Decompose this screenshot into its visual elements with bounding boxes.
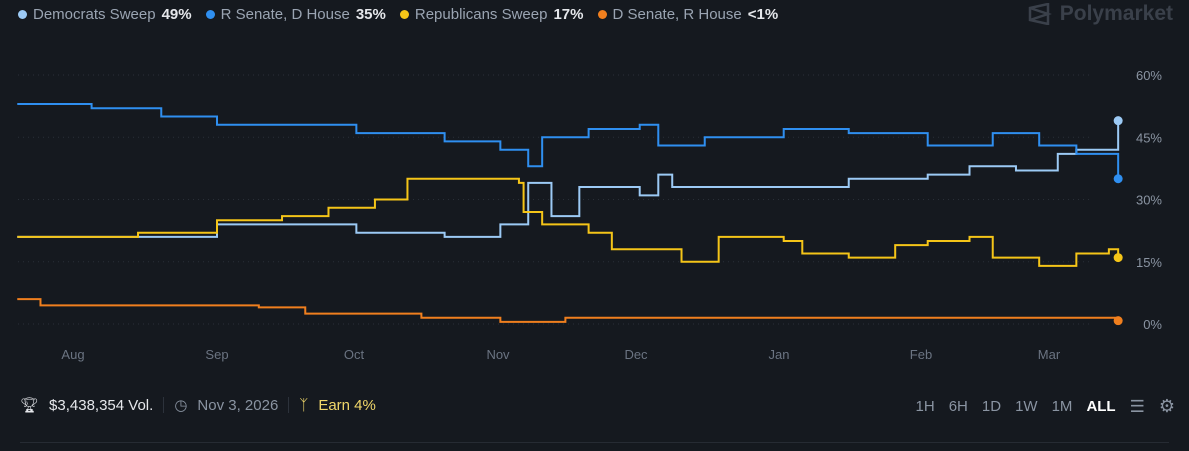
x-tick-label: Jan bbox=[769, 347, 790, 362]
x-tick-label: Nov bbox=[486, 347, 510, 362]
x-tick-label: Oct bbox=[344, 347, 365, 362]
legend-dot bbox=[399, 10, 409, 19]
legend-label: Democrats Sweep bbox=[33, 6, 156, 23]
legend-dot bbox=[18, 10, 27, 19]
range-1m[interactable]: 1M bbox=[1051, 398, 1073, 415]
legend-item[interactable]: Democrats Sweep 49% bbox=[18, 6, 192, 23]
settings-icon[interactable]: ⚙ bbox=[1158, 396, 1175, 416]
brand-name: Polymarket bbox=[1059, 2, 1173, 25]
series-end-dot bbox=[1113, 116, 1123, 126]
y-tick-label: 45% bbox=[1136, 130, 1162, 145]
legend-item[interactable]: R Senate, D House 35% bbox=[205, 6, 386, 23]
legend-value: <1% bbox=[747, 6, 779, 23]
series-end-dot bbox=[1113, 316, 1123, 326]
x-tick-label: Sep bbox=[205, 347, 228, 362]
x-tick-label: Aug bbox=[61, 347, 84, 362]
trophy-icon: 🏆︎ bbox=[20, 397, 40, 414]
range-1w[interactable]: 1W bbox=[1015, 398, 1038, 415]
series-end-dot bbox=[1113, 253, 1123, 263]
legend-value: 35% bbox=[355, 6, 386, 23]
legend-dot bbox=[205, 10, 215, 19]
x-tick-label: Dec bbox=[624, 347, 648, 362]
y-tick-label: 15% bbox=[1136, 255, 1162, 270]
range-6h[interactable]: 6H bbox=[948, 398, 968, 415]
legend-label: R Senate, D House bbox=[220, 6, 350, 23]
series-line bbox=[17, 120, 1120, 238]
divider bbox=[20, 442, 1169, 443]
divider bbox=[288, 397, 290, 413]
sprout-icon: ᛉ bbox=[299, 396, 309, 414]
divider bbox=[163, 397, 165, 413]
series-line bbox=[17, 298, 1120, 323]
legend-dot bbox=[597, 10, 607, 19]
legend-value: 17% bbox=[553, 6, 584, 23]
end-date: Nov 3, 2026 bbox=[197, 396, 279, 414]
legend-item[interactable]: D Senate, R House <1% bbox=[597, 6, 779, 23]
range-1d[interactable]: 1D bbox=[981, 398, 1002, 415]
series-end-dot bbox=[1113, 174, 1123, 184]
sort-icon[interactable]: ☰ bbox=[1129, 396, 1145, 416]
market-footer: 🏆︎ $3,438,354 Vol. ◷ Nov 3, 2026 ᛉ Earn … bbox=[20, 396, 376, 415]
volume: $3,438,354 Vol. bbox=[49, 396, 154, 414]
clock-icon: ◷ bbox=[174, 397, 188, 414]
earn-link[interactable]: Earn 4% bbox=[318, 396, 376, 414]
legend: Democrats Sweep 49% R Senate, D House 35% Re… bbox=[18, 6, 778, 23]
y-tick-label: 30% bbox=[1136, 193, 1162, 208]
series-line bbox=[17, 177, 1120, 267]
brand-logo: Polymarket bbox=[1028, 2, 1173, 26]
legend-value: 49% bbox=[161, 6, 192, 23]
range-1h[interactable]: 1H bbox=[915, 398, 935, 415]
time-range-selector: 1H 6H 1D 1W 1M ALL ☰ ⚙ bbox=[916, 396, 1175, 417]
legend-label: D Senate, R House bbox=[612, 6, 742, 23]
x-tick-label: Feb bbox=[910, 347, 932, 362]
series-line bbox=[17, 103, 1120, 179]
x-tick-label: Mar bbox=[1038, 347, 1061, 362]
range-all[interactable]: ALL bbox=[1086, 398, 1116, 415]
line-chart: 60% 45% 30% 15% 0% Aug Sep Oct Nov Dec Jan Feb Mar bbox=[17, 68, 1162, 362]
polymarket-icon bbox=[1028, 3, 1052, 25]
legend-label: Republicans Sweep bbox=[414, 6, 548, 23]
legend-item[interactable]: Republicans Sweep 17% bbox=[399, 6, 584, 23]
y-tick-label: 60% bbox=[1136, 68, 1162, 83]
y-tick-label: 0% bbox=[1143, 317, 1162, 332]
